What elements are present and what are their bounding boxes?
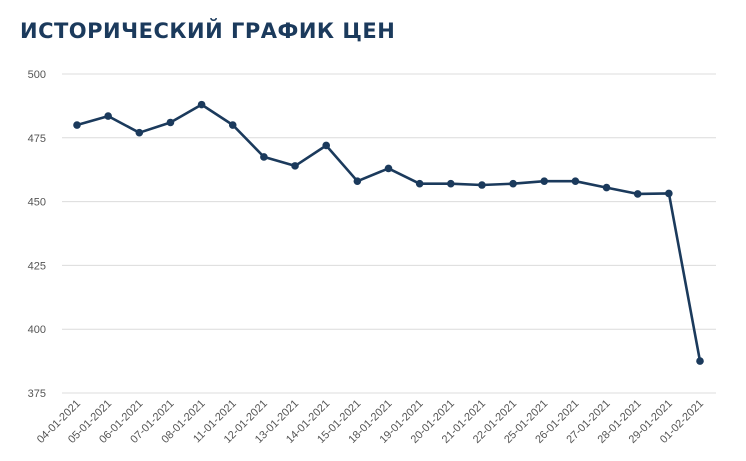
data-point bbox=[166, 118, 175, 127]
y-tick-label: 475 bbox=[28, 133, 46, 145]
y-tick-label: 425 bbox=[28, 260, 46, 272]
data-point bbox=[104, 112, 112, 120]
data-point bbox=[633, 190, 642, 198]
price-line bbox=[75, 103, 702, 363]
data-point bbox=[384, 164, 393, 173]
series-points bbox=[73, 100, 704, 365]
data-point bbox=[415, 179, 424, 188]
data-point bbox=[291, 162, 299, 170]
data-point bbox=[197, 100, 206, 109]
y-tick-label: 375 bbox=[28, 388, 46, 400]
y-tick-label: 450 bbox=[28, 197, 46, 209]
data-point bbox=[322, 141, 331, 150]
chart-title: ИСТОРИЧЕСКИЙ ГРАФИК ЦЕН bbox=[20, 19, 396, 43]
series-line bbox=[75, 103, 702, 363]
y-tick-label: 500 bbox=[28, 69, 46, 81]
data-point bbox=[696, 357, 704, 365]
data-point bbox=[447, 179, 455, 188]
data-point bbox=[540, 177, 549, 185]
grid bbox=[62, 73, 716, 394]
data-point bbox=[509, 179, 517, 188]
y-tick-label: 400 bbox=[28, 324, 46, 336]
data-point bbox=[602, 183, 611, 192]
data-point bbox=[228, 121, 237, 129]
x-axis: 04-01-202105-01-202106-01-202107-01-2021… bbox=[35, 398, 706, 446]
data-point bbox=[665, 189, 673, 198]
data-point bbox=[135, 128, 144, 137]
data-point bbox=[571, 177, 580, 185]
data-point bbox=[73, 121, 81, 129]
data-point bbox=[353, 177, 362, 185]
data-point bbox=[260, 153, 268, 161]
y-axis: 375 400 425 450 475 500 bbox=[28, 69, 46, 400]
data-point bbox=[478, 181, 486, 189]
